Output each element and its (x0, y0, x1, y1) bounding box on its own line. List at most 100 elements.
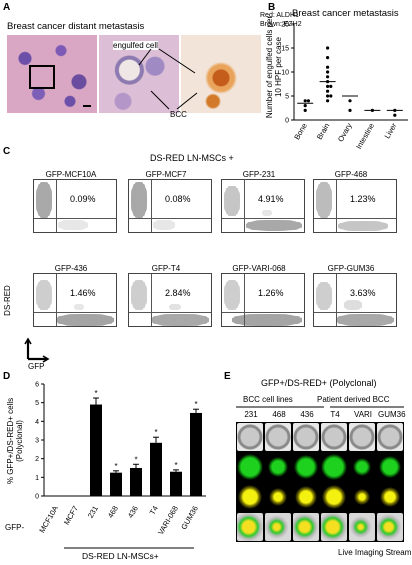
brightfield-image (293, 423, 319, 451)
b-points (297, 46, 403, 117)
facs-percentage: 1.23% (350, 194, 376, 204)
quadrant-hline (314, 312, 396, 313)
facs-plot: GFP-231 4.91% (214, 170, 305, 234)
d-ytick-label: 3 (35, 438, 39, 445)
facs-plot-title: GFP-VARI-068 (232, 264, 286, 273)
panel-c-header: DS-RED LN-MSCs + (150, 153, 234, 163)
dsred-image (293, 483, 319, 511)
panel-c-label: C (3, 146, 11, 157)
facs-percentage: 0.09% (70, 194, 96, 204)
facs-event-cloud (131, 182, 147, 218)
dsred-image (349, 483, 375, 511)
facs-plot: GFP-VARI-068 1.26% (214, 264, 305, 328)
facs-plot-area (128, 273, 212, 327)
b-point-ovary (348, 108, 352, 112)
d-bars: * * * * * * (90, 389, 202, 496)
b-point-bone (303, 108, 307, 112)
facs-plot: GFP-T4 2.84% (121, 264, 212, 328)
merged-image (293, 513, 319, 541)
facs-plot-area (313, 273, 397, 327)
quadrant-vline (56, 180, 57, 232)
facs-event-cloud (58, 220, 88, 230)
brightfield-image (349, 423, 375, 451)
axis-ds-red: DS-RED (2, 285, 12, 316)
panel-a-label: A (3, 2, 11, 13)
gfp-image (349, 453, 375, 481)
b-point-brain (326, 70, 330, 74)
facs-plot-title: GFP-436 (54, 264, 88, 273)
b-category-label: Bone (292, 122, 309, 142)
brightfield-image (237, 423, 263, 451)
d-ytick-label: 0 (35, 494, 39, 501)
b-category-label: Liver (383, 121, 399, 140)
annot-bcc: BCC (170, 110, 187, 119)
facs-percentage: 3.63% (350, 288, 376, 298)
gfp-image (377, 453, 403, 481)
facs-plot-area (128, 179, 212, 233)
facs-plot-area (313, 179, 397, 233)
facs-percentage: 1.26% (258, 288, 284, 298)
d-bar (110, 472, 122, 496)
facs-event-cloud (262, 210, 272, 216)
legend-red: Red: ALDH1 (260, 12, 299, 19)
e-column-label: T4 (330, 410, 340, 419)
scale-bar (83, 105, 91, 107)
b-point-brain (326, 46, 330, 50)
facs-event-cloud (224, 186, 240, 216)
facs-event-cloud (336, 314, 394, 326)
b-point-brain (326, 89, 330, 93)
facs-event-cloud (131, 280, 147, 310)
facs-event-cloud (36, 182, 52, 218)
d-bar (130, 468, 142, 496)
panel-b-title: Breast cancer metastasis (292, 8, 399, 19)
quadrant-hline (129, 312, 211, 313)
b-point-brain (326, 99, 330, 103)
gfp-image (321, 453, 347, 481)
d-significance-star: * (174, 461, 177, 470)
quadrant-hline (129, 218, 211, 219)
zoom-box (29, 65, 55, 89)
panel-a-title: Breast cancer distant metastasis (7, 21, 145, 32)
facs-plot-title: GFP-MCF10A (45, 170, 97, 179)
dsred-image (265, 483, 291, 511)
quadrant-hline (34, 218, 116, 219)
b-point-brain (326, 65, 330, 69)
e-column-label: GUM36 (378, 410, 406, 419)
panel-e-footer: Live Imaging Stream (338, 548, 412, 557)
gfp-image (237, 453, 263, 481)
e-column-label: 231 (244, 410, 258, 419)
annotation-arrows (138, 48, 198, 110)
dsred-image (237, 483, 263, 511)
panel-d-label: D (3, 371, 11, 382)
d-footer-line (64, 547, 194, 549)
e-column-label: VARI (353, 410, 373, 419)
b-ytick-label: 0 (285, 118, 289, 125)
annot-engulfed: engulfed cell (113, 41, 158, 50)
facs-event-cloud (316, 182, 332, 218)
b-ytick-label: 10 (281, 70, 289, 77)
dsred-image (321, 483, 347, 511)
d-bar (150, 442, 162, 496)
b-category-label: Ovary (336, 121, 354, 143)
panel-e-label: E (224, 371, 231, 382)
gfp-image (265, 453, 291, 481)
b-category-label: Brain (315, 122, 332, 142)
quadrant-vline (244, 274, 245, 326)
d-bar (190, 412, 202, 496)
quadrant-vline (336, 274, 337, 326)
b-point-brain (326, 94, 330, 98)
b-point-brain (326, 56, 330, 60)
group-bcc-lines: BCC cell lines (243, 395, 293, 404)
e-group-lines (236, 406, 404, 408)
facs-percentage: 1.46% (70, 288, 96, 298)
facs-percentage: 4.91% (258, 194, 284, 204)
b-categories: Bone Brain Ovary Intestine Liver (292, 121, 398, 150)
gfp-image (293, 453, 319, 481)
panel-b-label: B (268, 2, 276, 13)
histology-image-high-mag (99, 35, 179, 113)
quadrant-vline (244, 180, 245, 232)
axis-gfp: GFP (28, 362, 45, 371)
b-point-bone (306, 99, 310, 103)
facs-event-cloud (169, 304, 181, 310)
quadrant-vline (151, 274, 152, 326)
